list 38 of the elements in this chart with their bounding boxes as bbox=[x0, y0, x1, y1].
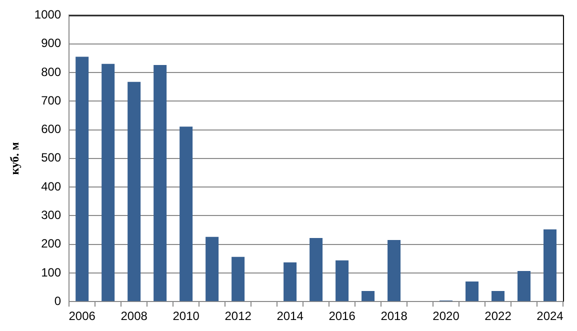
x-tick-label: 2012 bbox=[224, 309, 252, 324]
y-tick-label: 500 bbox=[41, 150, 62, 165]
y-tick-label: 1000 bbox=[34, 8, 62, 22]
bar bbox=[310, 238, 323, 302]
bar bbox=[518, 270, 531, 302]
x-tick-label: 2022 bbox=[484, 309, 512, 324]
x-tick-label: 2008 bbox=[120, 309, 148, 324]
x-tick-label: 2024 bbox=[536, 309, 564, 324]
bar bbox=[128, 82, 141, 302]
x-tick-label: 2018 bbox=[380, 309, 408, 324]
y-tick-label: 600 bbox=[41, 122, 62, 136]
bar bbox=[492, 291, 505, 302]
y-tick-label: 0 bbox=[54, 294, 62, 308]
bar bbox=[232, 256, 245, 302]
y-tick-label: 800 bbox=[41, 64, 62, 79]
y-tick-label: 400 bbox=[41, 179, 62, 194]
y-tick-label: 200 bbox=[41, 236, 62, 251]
x-tick-label: 2020 bbox=[432, 309, 460, 324]
bar bbox=[154, 65, 167, 302]
bar bbox=[362, 291, 375, 302]
bar bbox=[102, 64, 115, 302]
x-tick-label: 2006 bbox=[68, 309, 96, 324]
bar bbox=[544, 229, 556, 302]
y-tick-label: 900 bbox=[41, 36, 62, 50]
bar bbox=[206, 236, 219, 302]
y-tick-label: 300 bbox=[41, 208, 62, 222]
bar bbox=[284, 262, 297, 302]
bar bbox=[388, 240, 401, 302]
x-tick-label: 2010 bbox=[172, 309, 200, 324]
y-tick-label: 100 bbox=[41, 265, 62, 280]
bar bbox=[336, 260, 349, 302]
y-tick-label: 700 bbox=[41, 93, 62, 108]
bar bbox=[180, 126, 193, 302]
y-axis-title: куб. м bbox=[7, 142, 22, 175]
bar bbox=[76, 56, 89, 302]
x-tick-label: 2016 bbox=[328, 309, 356, 324]
bar bbox=[466, 282, 479, 302]
x-tick-label: 2014 bbox=[276, 309, 304, 324]
